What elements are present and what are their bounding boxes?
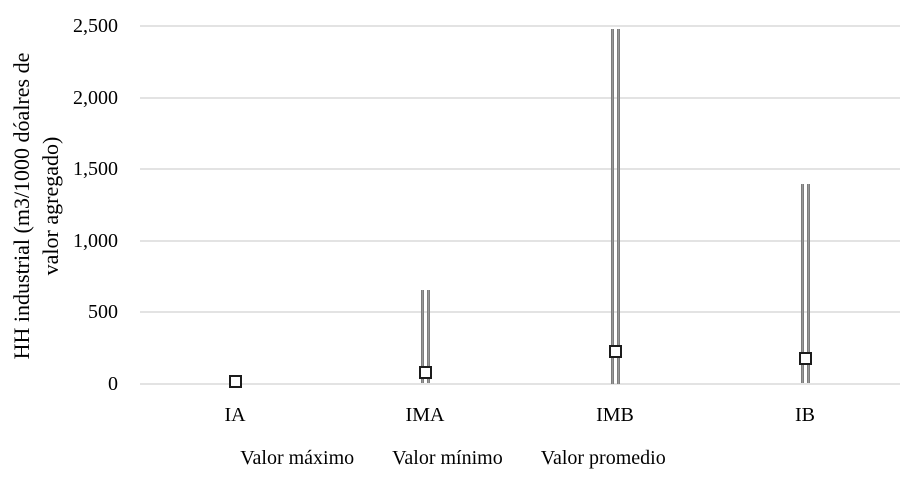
promedio-marker-ima: [418, 366, 432, 380]
range-line-left: [610, 28, 614, 384]
plot-area: 0 500 1,000 1,500 2,000 2,500 IA IMA IMB IB: [73, 15, 900, 426]
gridline: [140, 25, 900, 27]
y-tick-label: 1,000: [73, 229, 118, 252]
range-line-left: [420, 290, 424, 384]
range-line-left: [800, 183, 804, 383]
y-axis-title-line1: HH industrial (m3/1000 dóalres de: [9, 52, 34, 360]
legend-item-valor-máximo: Valor máximo: [240, 447, 355, 469]
gridline: [140, 239, 900, 242]
gridline: [140, 311, 900, 314]
y-tick-label: 0: [108, 373, 118, 395]
y-tick-label: 1,500: [73, 158, 118, 181]
category-label-ima: IMA: [405, 404, 445, 426]
category-label-ia: IA: [224, 404, 246, 426]
gridline: [140, 383, 900, 385]
promedio-marker-imb: [608, 345, 622, 359]
range-hilo-lines-ima: [420, 290, 430, 384]
y-axis-title-line2: valor agregado): [38, 136, 63, 276]
promedio-marker-ib: [798, 351, 812, 365]
legend-item-valor-promedio: Valor promedio: [540, 447, 666, 469]
range-line-right: [616, 28, 620, 384]
range-hilo-lines-ib: [800, 183, 810, 383]
category-label-imb: IMB: [596, 404, 634, 426]
y-axis-title: HH industrial (m3/1000 dóalres de valor …: [7, 1, 65, 411]
y-tick-label: 2,000: [73, 86, 118, 109]
promedio-marker-ia: [228, 375, 242, 389]
gridline: [140, 96, 900, 99]
range-hilo-lines-imb: [610, 28, 620, 384]
legend-item-valor-mínimo: Valor mínimo: [392, 447, 503, 469]
range-line-right: [426, 290, 430, 384]
range-line-right: [806, 183, 810, 383]
category-label-ib: IB: [795, 404, 815, 426]
y-tick-label: 2,500: [73, 15, 118, 37]
gridline: [140, 168, 900, 171]
legend: Valor máximo Valor mínimo Valor promedio: [0, 444, 906, 472]
y-tick-label: 500: [88, 301, 118, 324]
